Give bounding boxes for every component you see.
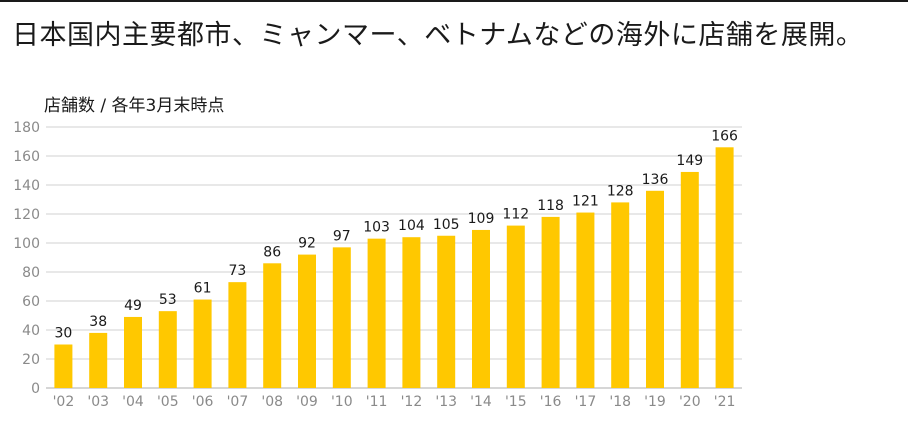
x-tick-label: '13 xyxy=(435,394,457,410)
bar xyxy=(332,247,351,388)
data-label: 109 xyxy=(468,211,495,227)
x-tick-label: '03 xyxy=(87,394,109,410)
data-label: 53 xyxy=(159,292,177,308)
bar xyxy=(402,237,421,388)
bar xyxy=(715,147,734,388)
bar xyxy=(228,282,247,388)
bar xyxy=(472,229,490,388)
y-tick-label: 80 xyxy=(22,265,40,281)
bar xyxy=(506,225,525,388)
data-label: 30 xyxy=(54,326,72,342)
bar xyxy=(298,254,316,388)
top-rule xyxy=(0,0,908,2)
bar xyxy=(158,311,177,388)
data-label: 104 xyxy=(398,218,425,234)
bar xyxy=(193,299,212,388)
x-tick-label: '21 xyxy=(714,394,736,410)
y-tick-label: 180 xyxy=(13,120,40,136)
data-label: 128 xyxy=(607,183,634,199)
data-label: 121 xyxy=(572,194,599,210)
y-tick-label: 60 xyxy=(22,294,40,310)
bar xyxy=(680,171,699,388)
data-label: 73 xyxy=(228,263,246,279)
bar xyxy=(646,190,664,388)
y-tick-label: 120 xyxy=(13,207,40,223)
data-label: 49 xyxy=(124,298,142,314)
x-tick-label: '07 xyxy=(227,394,249,410)
x-tick-label: '08 xyxy=(261,394,283,410)
data-label: 103 xyxy=(363,220,390,236)
y-tick-label: 0 xyxy=(31,381,40,397)
data-label: 105 xyxy=(433,217,460,233)
x-tick-label: '19 xyxy=(644,394,666,410)
x-tick-label: '18 xyxy=(609,394,631,410)
data-label: 61 xyxy=(194,281,212,297)
x-axis-ticks: '02 '03 '04 '05 '06 '07 '08 '09 '10 '11 '12 '13 '14 '… xyxy=(53,394,736,410)
x-tick-label: '09 xyxy=(296,394,318,410)
data-labels: 30 38 49 53 61 73 86 92 97 103 104 105 109 112 118 121 1… xyxy=(54,128,738,341)
data-label: 86 xyxy=(263,244,281,260)
data-label: 136 xyxy=(642,172,669,188)
y-tick-label: 40 xyxy=(22,323,40,339)
data-label: 112 xyxy=(502,207,529,223)
data-label: 118 xyxy=(537,198,564,214)
x-tick-label: '16 xyxy=(540,394,562,410)
bar xyxy=(576,212,595,388)
bar xyxy=(541,216,560,388)
x-tick-label: '14 xyxy=(470,394,492,410)
data-label: 97 xyxy=(333,228,351,244)
x-tick-label: '17 xyxy=(575,394,597,410)
bars xyxy=(54,147,734,388)
bar xyxy=(263,263,282,388)
x-tick-label: '04 xyxy=(122,394,144,410)
bar xyxy=(437,235,456,388)
bar xyxy=(367,238,386,388)
bar xyxy=(124,316,142,388)
x-tick-label: '02 xyxy=(53,394,75,410)
data-label: 149 xyxy=(676,153,703,169)
y-axis-title: 店舗数 / 各年3月末時点 xyxy=(44,96,225,116)
bar xyxy=(611,202,630,388)
grid-layer xyxy=(46,126,742,389)
y-axis-ticks: 0 20 40 60 80 100 120 140 160 180 xyxy=(13,120,40,397)
y-tick-label: 20 xyxy=(22,352,40,368)
y-tick-label: 100 xyxy=(13,236,40,252)
bar xyxy=(54,344,73,388)
bar xyxy=(89,332,108,388)
x-tick-label: '06 xyxy=(192,394,214,410)
x-tick-label: '05 xyxy=(157,394,179,410)
y-tick-label: 140 xyxy=(13,178,40,194)
x-tick-label: '10 xyxy=(331,394,353,410)
data-label: 38 xyxy=(89,314,107,330)
data-label: 92 xyxy=(298,236,316,252)
y-tick-label: 160 xyxy=(13,149,40,165)
x-tick-label: '11 xyxy=(366,394,388,410)
data-label: 166 xyxy=(711,128,738,144)
page-title: 日本国内主要都市、ミャンマー、ベトナムなどの海外に店舗を展開。 xyxy=(12,20,864,51)
x-tick-label: '15 xyxy=(505,394,527,410)
x-tick-label: '20 xyxy=(679,394,701,410)
x-tick-label: '12 xyxy=(401,394,423,410)
